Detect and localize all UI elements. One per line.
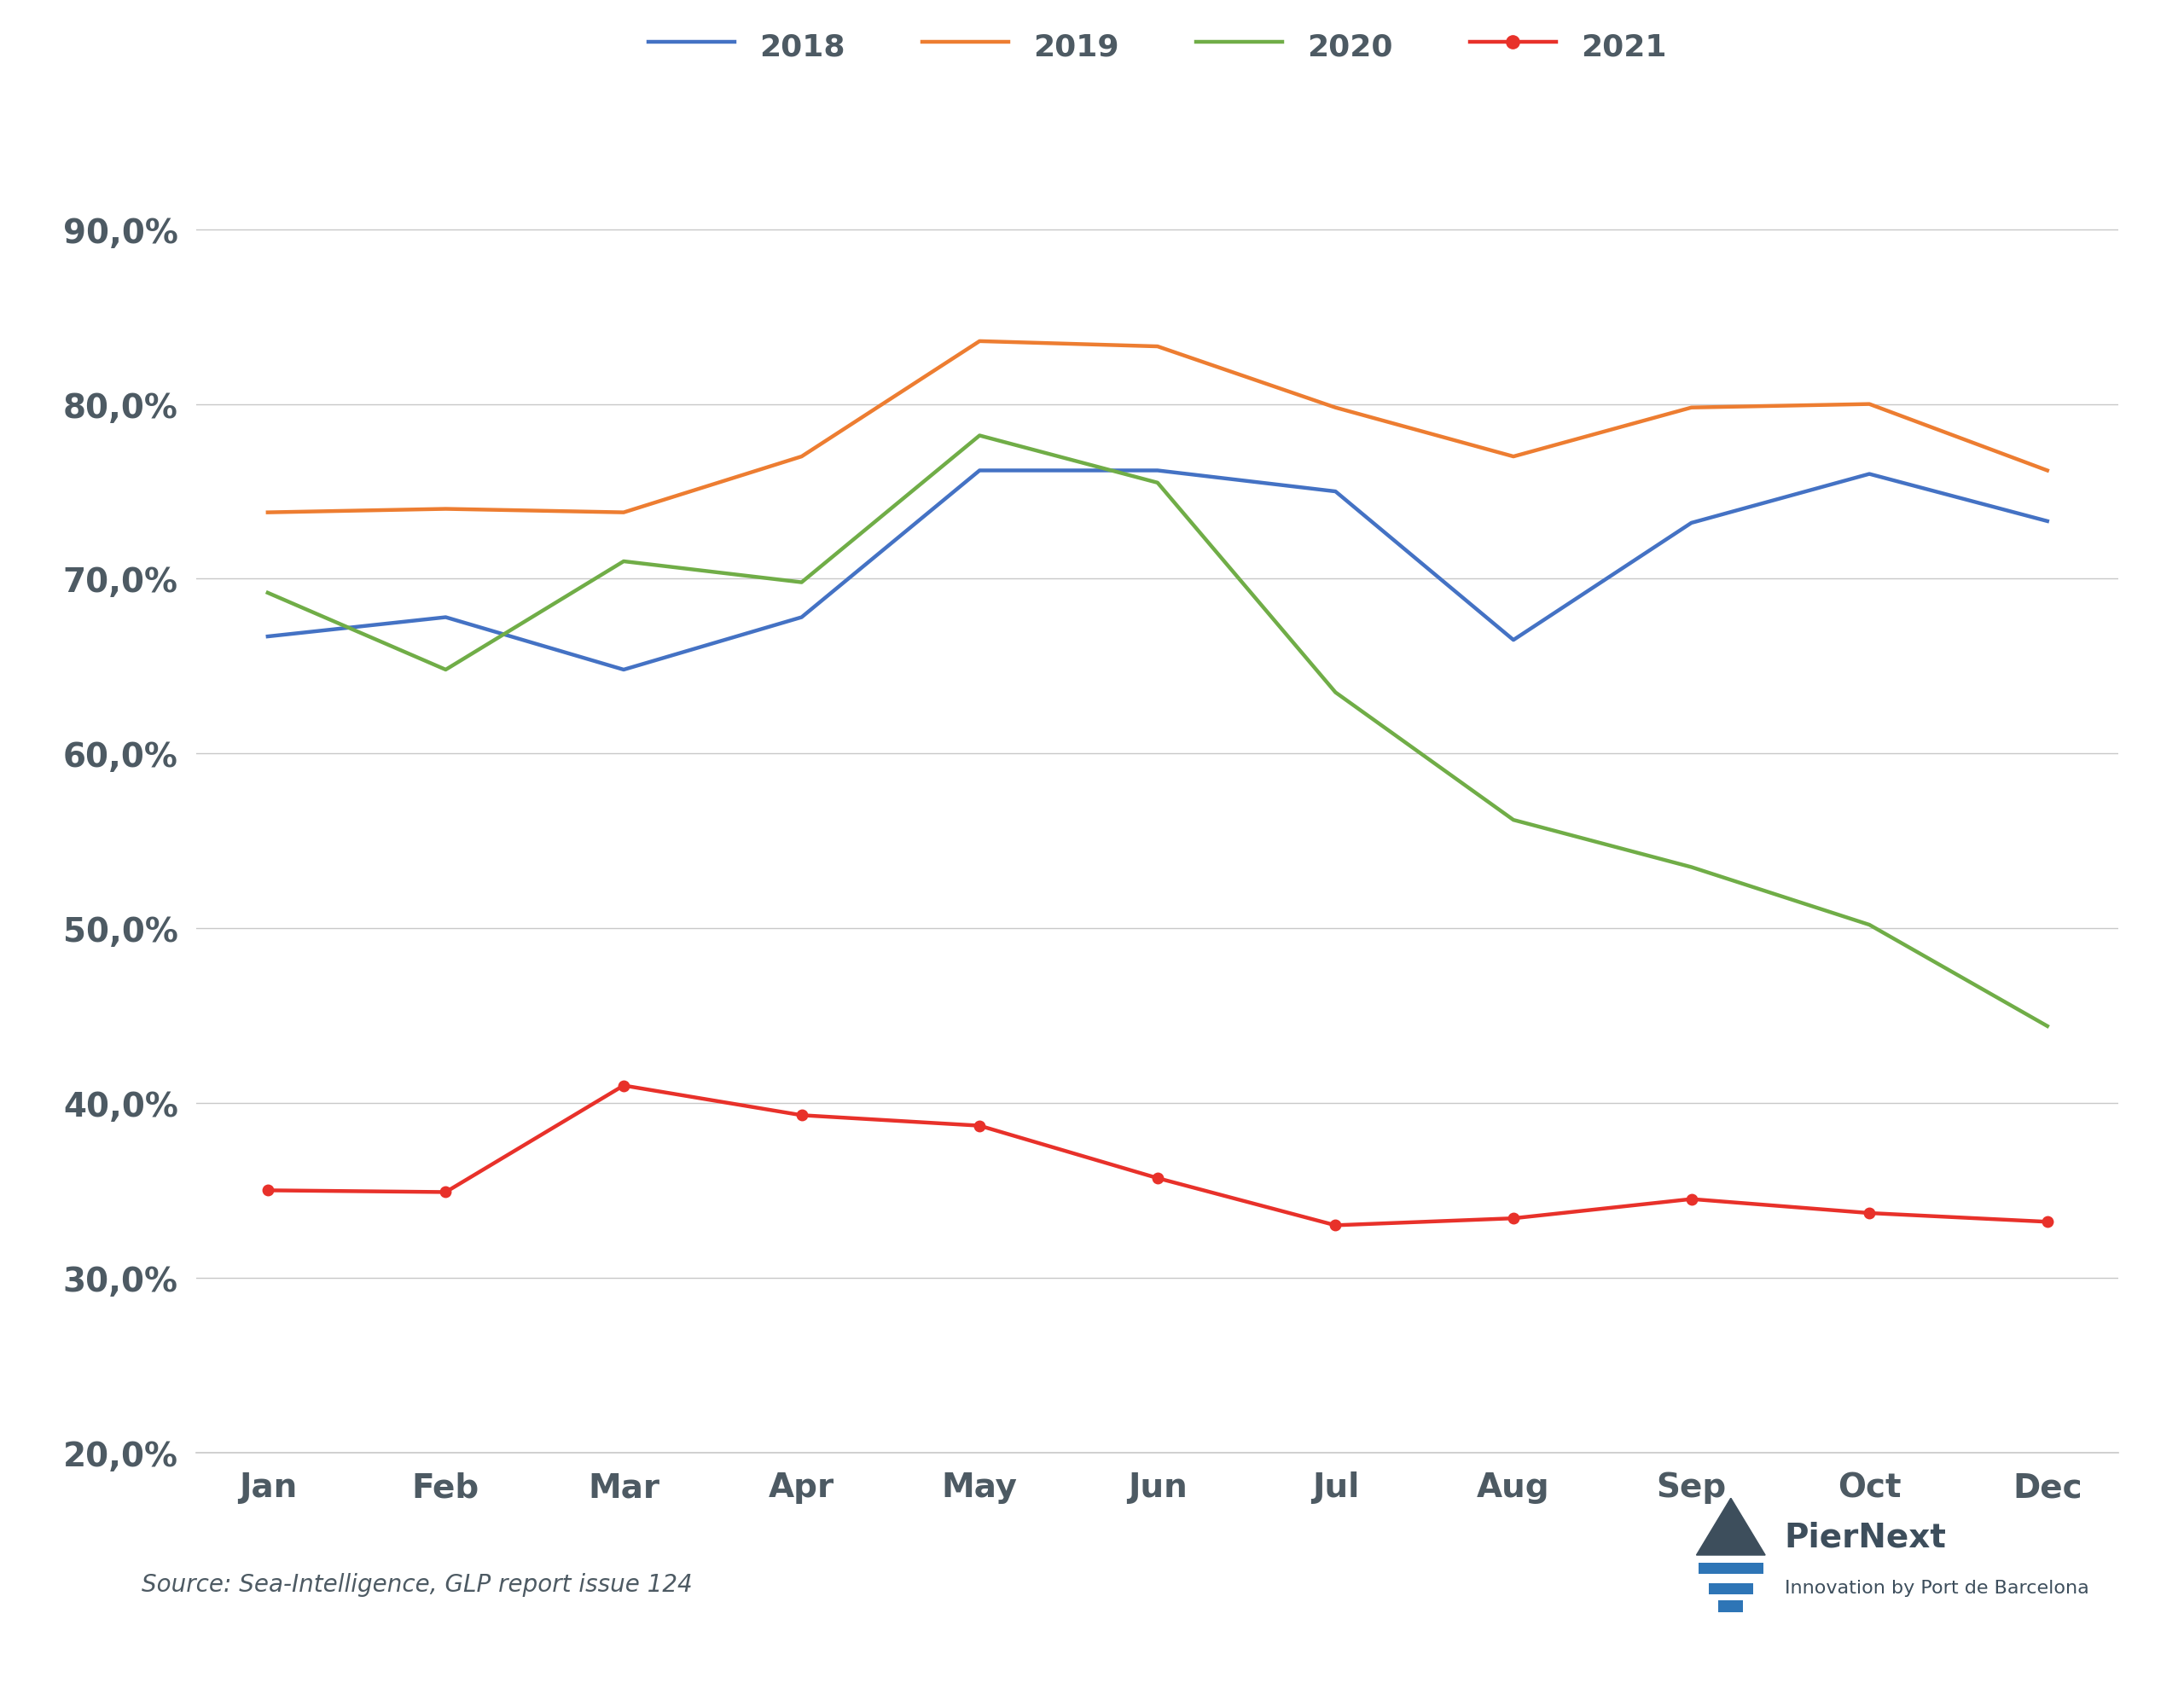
Polygon shape — [1697, 1498, 1765, 1556]
Legend: 2018, 2019, 2020, 2021: 2018, 2019, 2020, 2021 — [636, 17, 1679, 74]
FancyBboxPatch shape — [1699, 1562, 1762, 1574]
Text: PierNext: PierNext — [1784, 1520, 1946, 1554]
FancyBboxPatch shape — [1708, 1583, 1754, 1594]
FancyBboxPatch shape — [1719, 1601, 1743, 1611]
Text: Source: Sea-Intelligence, GLP report issue 124: Source: Sea-Intelligence, GLP report iss… — [142, 1572, 692, 1596]
Text: Innovation by Port de Barcelona: Innovation by Port de Barcelona — [1784, 1579, 2088, 1596]
